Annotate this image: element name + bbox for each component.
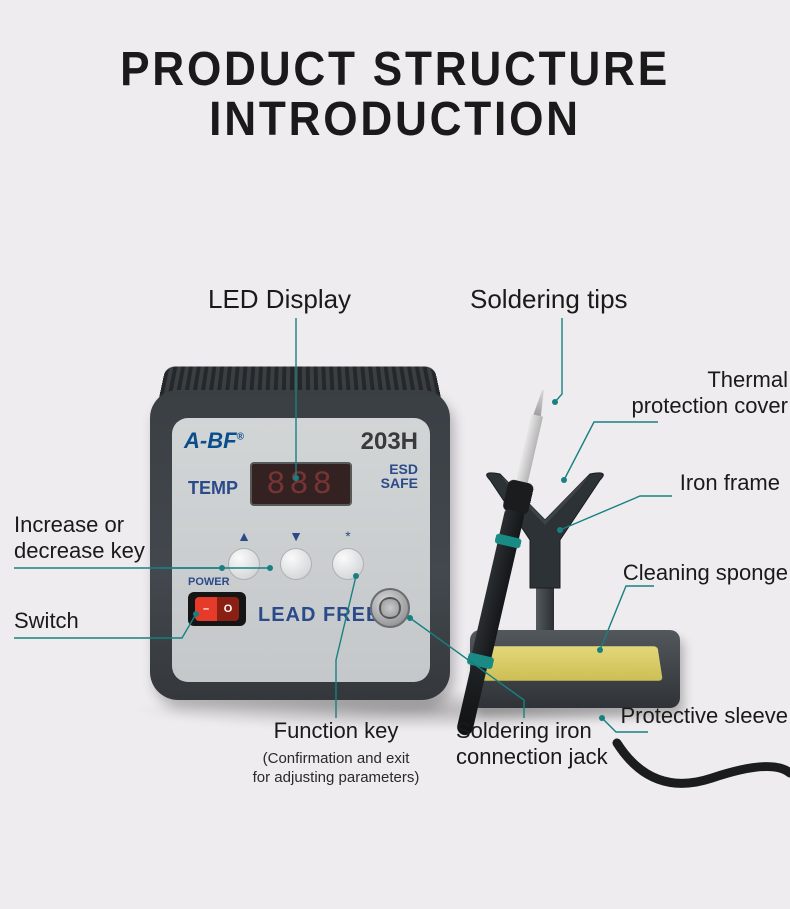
up-arrow-icon: ▲: [228, 528, 260, 544]
increase-button[interactable]: [228, 548, 260, 580]
label-led-display: LED Display: [208, 284, 351, 315]
soldering-station: A-BF® 203H TEMP 888 ESDSAFE ▲ ▼ * POWER: [150, 360, 450, 700]
lead-free-label: LEAD FREE: [258, 604, 380, 627]
temp-label: TEMP: [188, 478, 238, 499]
label-connection-jack: Soldering ironconnection jack: [456, 718, 608, 770]
cleaning-sponge: [481, 646, 662, 680]
soldering-tip: [533, 389, 547, 418]
label-thermal-cover: Thermalprotection cover: [560, 367, 788, 419]
iron-cable: [612, 738, 790, 858]
function-button[interactable]: [332, 548, 364, 580]
switch-on-mark: –: [195, 597, 217, 621]
led-display: 888: [250, 462, 352, 506]
label-function-key: Function key (Confirmation and exit for …: [246, 718, 426, 786]
label-iron-frame: Iron frame: [560, 470, 780, 496]
title-line2: INTRODUCTION: [209, 93, 581, 146]
brand-logo: A-BF®: [184, 428, 244, 454]
decrease-button[interactable]: [280, 548, 312, 580]
iron-connection-jack[interactable]: [370, 588, 410, 628]
power-switch[interactable]: – O: [188, 592, 246, 626]
esd-safe-label: ESDSAFE: [381, 462, 418, 490]
down-arrow-icon: ▼: [280, 528, 312, 544]
label-protective-sleeve: Protective sleeve: [580, 703, 788, 729]
power-label: POWER: [188, 576, 230, 588]
label-switch: Switch: [14, 608, 79, 634]
star-icon: *: [332, 528, 364, 544]
switch-off-mark: O: [217, 597, 239, 621]
page-title: PRODUCT STRUCTURE INTRODUCTION: [32, 45, 759, 146]
label-cleaning-sponge: Cleaning sponge: [600, 560, 788, 586]
label-soldering-tips: Soldering tips: [470, 284, 628, 315]
station-front-panel: A-BF® 203H TEMP 888 ESDSAFE ▲ ▼ * POWER: [172, 418, 430, 682]
control-buttons-row: ▲ ▼ *: [228, 528, 364, 580]
model-number: 203H: [361, 428, 418, 456]
label-increase-decrease: Increase ordecrease key: [14, 512, 145, 564]
title-line1: PRODUCT STRUCTURE: [120, 43, 670, 96]
